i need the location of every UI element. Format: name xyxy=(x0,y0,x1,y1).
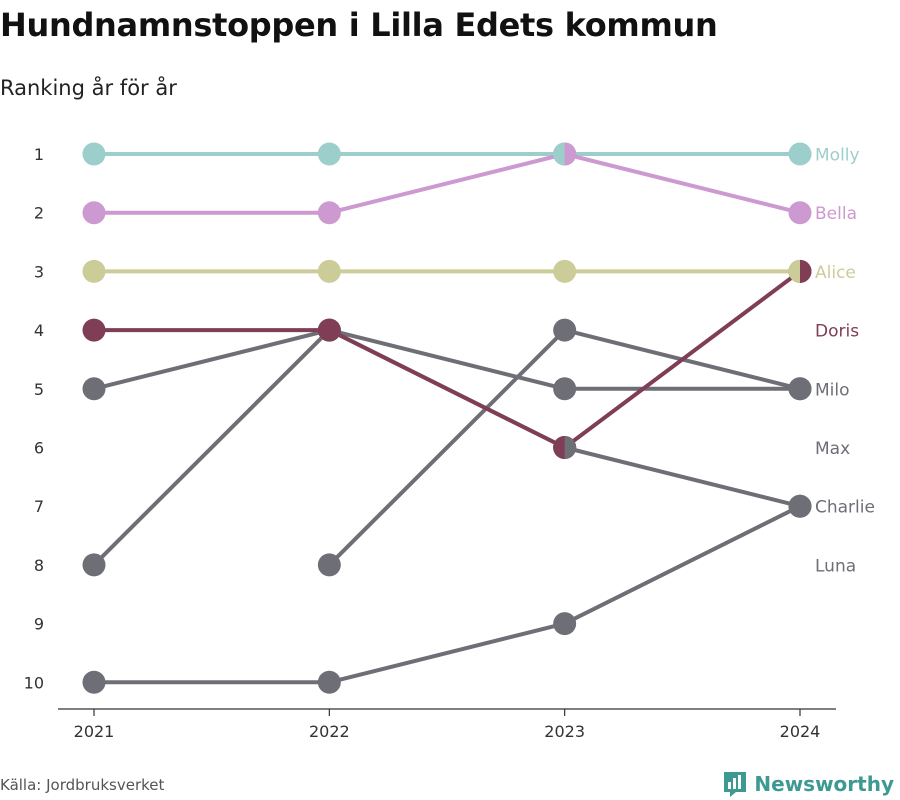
y-tick-label: 10 xyxy=(24,673,44,692)
point-milo-2023 xyxy=(553,377,577,401)
end-label-luna: Luna xyxy=(815,556,856,576)
y-tick-label: 6 xyxy=(34,439,44,458)
split-marker-left xyxy=(553,436,565,459)
x-tick-label: 2021 xyxy=(74,722,115,741)
split-marker-right xyxy=(800,259,812,283)
point-doris-2022 xyxy=(317,318,341,342)
series-line-doris xyxy=(92,269,802,450)
y-tick-label: 1 xyxy=(34,145,44,164)
y-tick-label: 3 xyxy=(34,262,44,281)
x-tick-label: 2023 xyxy=(544,722,585,741)
x-axis: 2021 2022 2023 2024 xyxy=(58,708,836,741)
point-luna-2024 xyxy=(788,494,812,518)
point-molly-2021 xyxy=(82,142,106,166)
series-lines xyxy=(92,152,802,685)
end-label-milo: Milo xyxy=(815,380,850,400)
point-luna-2022 xyxy=(317,670,341,694)
series-points xyxy=(82,142,812,694)
y-tick-label: 2 xyxy=(34,204,44,223)
end-label-bella: Bella xyxy=(815,204,857,224)
point-max-2021 xyxy=(82,553,106,577)
point-doris-2021 xyxy=(82,318,106,342)
end-label-charlie: Charlie xyxy=(815,498,875,518)
point-alice-2023 xyxy=(553,259,577,283)
chart-subtitle: Ranking år för år xyxy=(0,76,177,100)
point-charlie-2024 xyxy=(788,377,812,401)
split-marker-right xyxy=(564,142,577,166)
end-label-doris: Doris xyxy=(815,322,859,342)
point-alice-2021 xyxy=(82,259,106,283)
end-label-molly: Molly xyxy=(815,146,860,166)
end-label-alice: Alice xyxy=(815,263,856,283)
end-labels: Molly Bella Alice Doris Milo Max Charlie Luna xyxy=(815,146,875,577)
chart-title: Hundnamnstoppen i Lilla Edets kommun xyxy=(0,6,718,44)
point-milo-2021 xyxy=(82,377,106,401)
y-tick-label: 8 xyxy=(34,556,44,575)
split-marker-left xyxy=(788,259,800,283)
point-luna-2023 xyxy=(553,612,577,636)
newsworthy-logo-icon xyxy=(724,772,747,797)
bump-chart: 1 2 3 4 5 6 7 8 9 10 2021 2022 2023 2024 Molly Bella A… xyxy=(24,142,875,741)
point-bella-2022 xyxy=(317,201,341,225)
y-tick-label: 9 xyxy=(34,615,44,634)
point-charlie-2022 xyxy=(317,553,341,577)
series-line-luna xyxy=(92,504,802,685)
brand-name: Newsworthy xyxy=(754,772,894,796)
point-bella-2024 xyxy=(788,201,812,225)
end-label-max: Max xyxy=(815,439,850,459)
point-luna-2021 xyxy=(82,670,106,694)
y-tick-label: 5 xyxy=(34,380,44,399)
point-charlie-2023 xyxy=(553,318,577,342)
x-tick-label: 2022 xyxy=(309,722,350,741)
y-axis: 1 2 3 4 5 6 7 8 9 10 xyxy=(24,145,44,692)
series-line-milo xyxy=(92,328,802,391)
y-tick-label: 7 xyxy=(34,497,44,516)
split-marker-left xyxy=(553,142,565,166)
point-molly-2024 xyxy=(788,142,812,166)
x-tick-label: 2024 xyxy=(780,722,821,741)
point-alice-2022 xyxy=(317,259,341,283)
series-line-bella xyxy=(92,152,802,215)
split-marker-right xyxy=(564,436,577,459)
y-tick-label: 4 xyxy=(34,321,44,340)
source-note: Källa: Jordbruksverket xyxy=(0,776,165,794)
point-bella-2021 xyxy=(82,201,106,225)
point-molly-2022 xyxy=(317,142,341,166)
brand-logo: Newsworthy xyxy=(722,770,894,798)
